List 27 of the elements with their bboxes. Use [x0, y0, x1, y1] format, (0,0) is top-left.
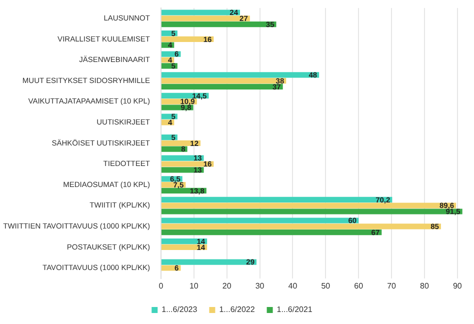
legend-label: 1...6/2023	[162, 305, 198, 314]
legend-label: 1...6/2021	[276, 305, 313, 314]
bar	[161, 259, 256, 265]
bar	[161, 161, 214, 167]
bar	[161, 224, 441, 230]
x-tick-label: 90	[452, 281, 462, 290]
bar	[161, 78, 286, 84]
bar	[161, 208, 462, 214]
x-tick-label: 40	[288, 281, 298, 290]
x-tick-label: 50	[321, 281, 331, 290]
bar	[161, 229, 382, 236]
x-tick-label: 30	[255, 281, 265, 290]
legend-label: 1...6/2022	[219, 305, 256, 314]
bar	[161, 218, 359, 224]
x-tick-label: 0	[158, 281, 164, 290]
x-tick-label: 10	[189, 281, 199, 290]
x-tick-label: 20	[222, 281, 232, 290]
bar	[161, 196, 392, 203]
x-tick-label: 80	[420, 281, 430, 290]
bar	[161, 21, 276, 28]
x-tick-label: 60	[354, 281, 364, 290]
bar	[161, 72, 320, 78]
bar	[161, 202, 456, 208]
bar	[161, 10, 240, 16]
bar	[161, 16, 250, 22]
bar	[161, 84, 283, 90]
x-tick-label: 70	[387, 281, 397, 290]
